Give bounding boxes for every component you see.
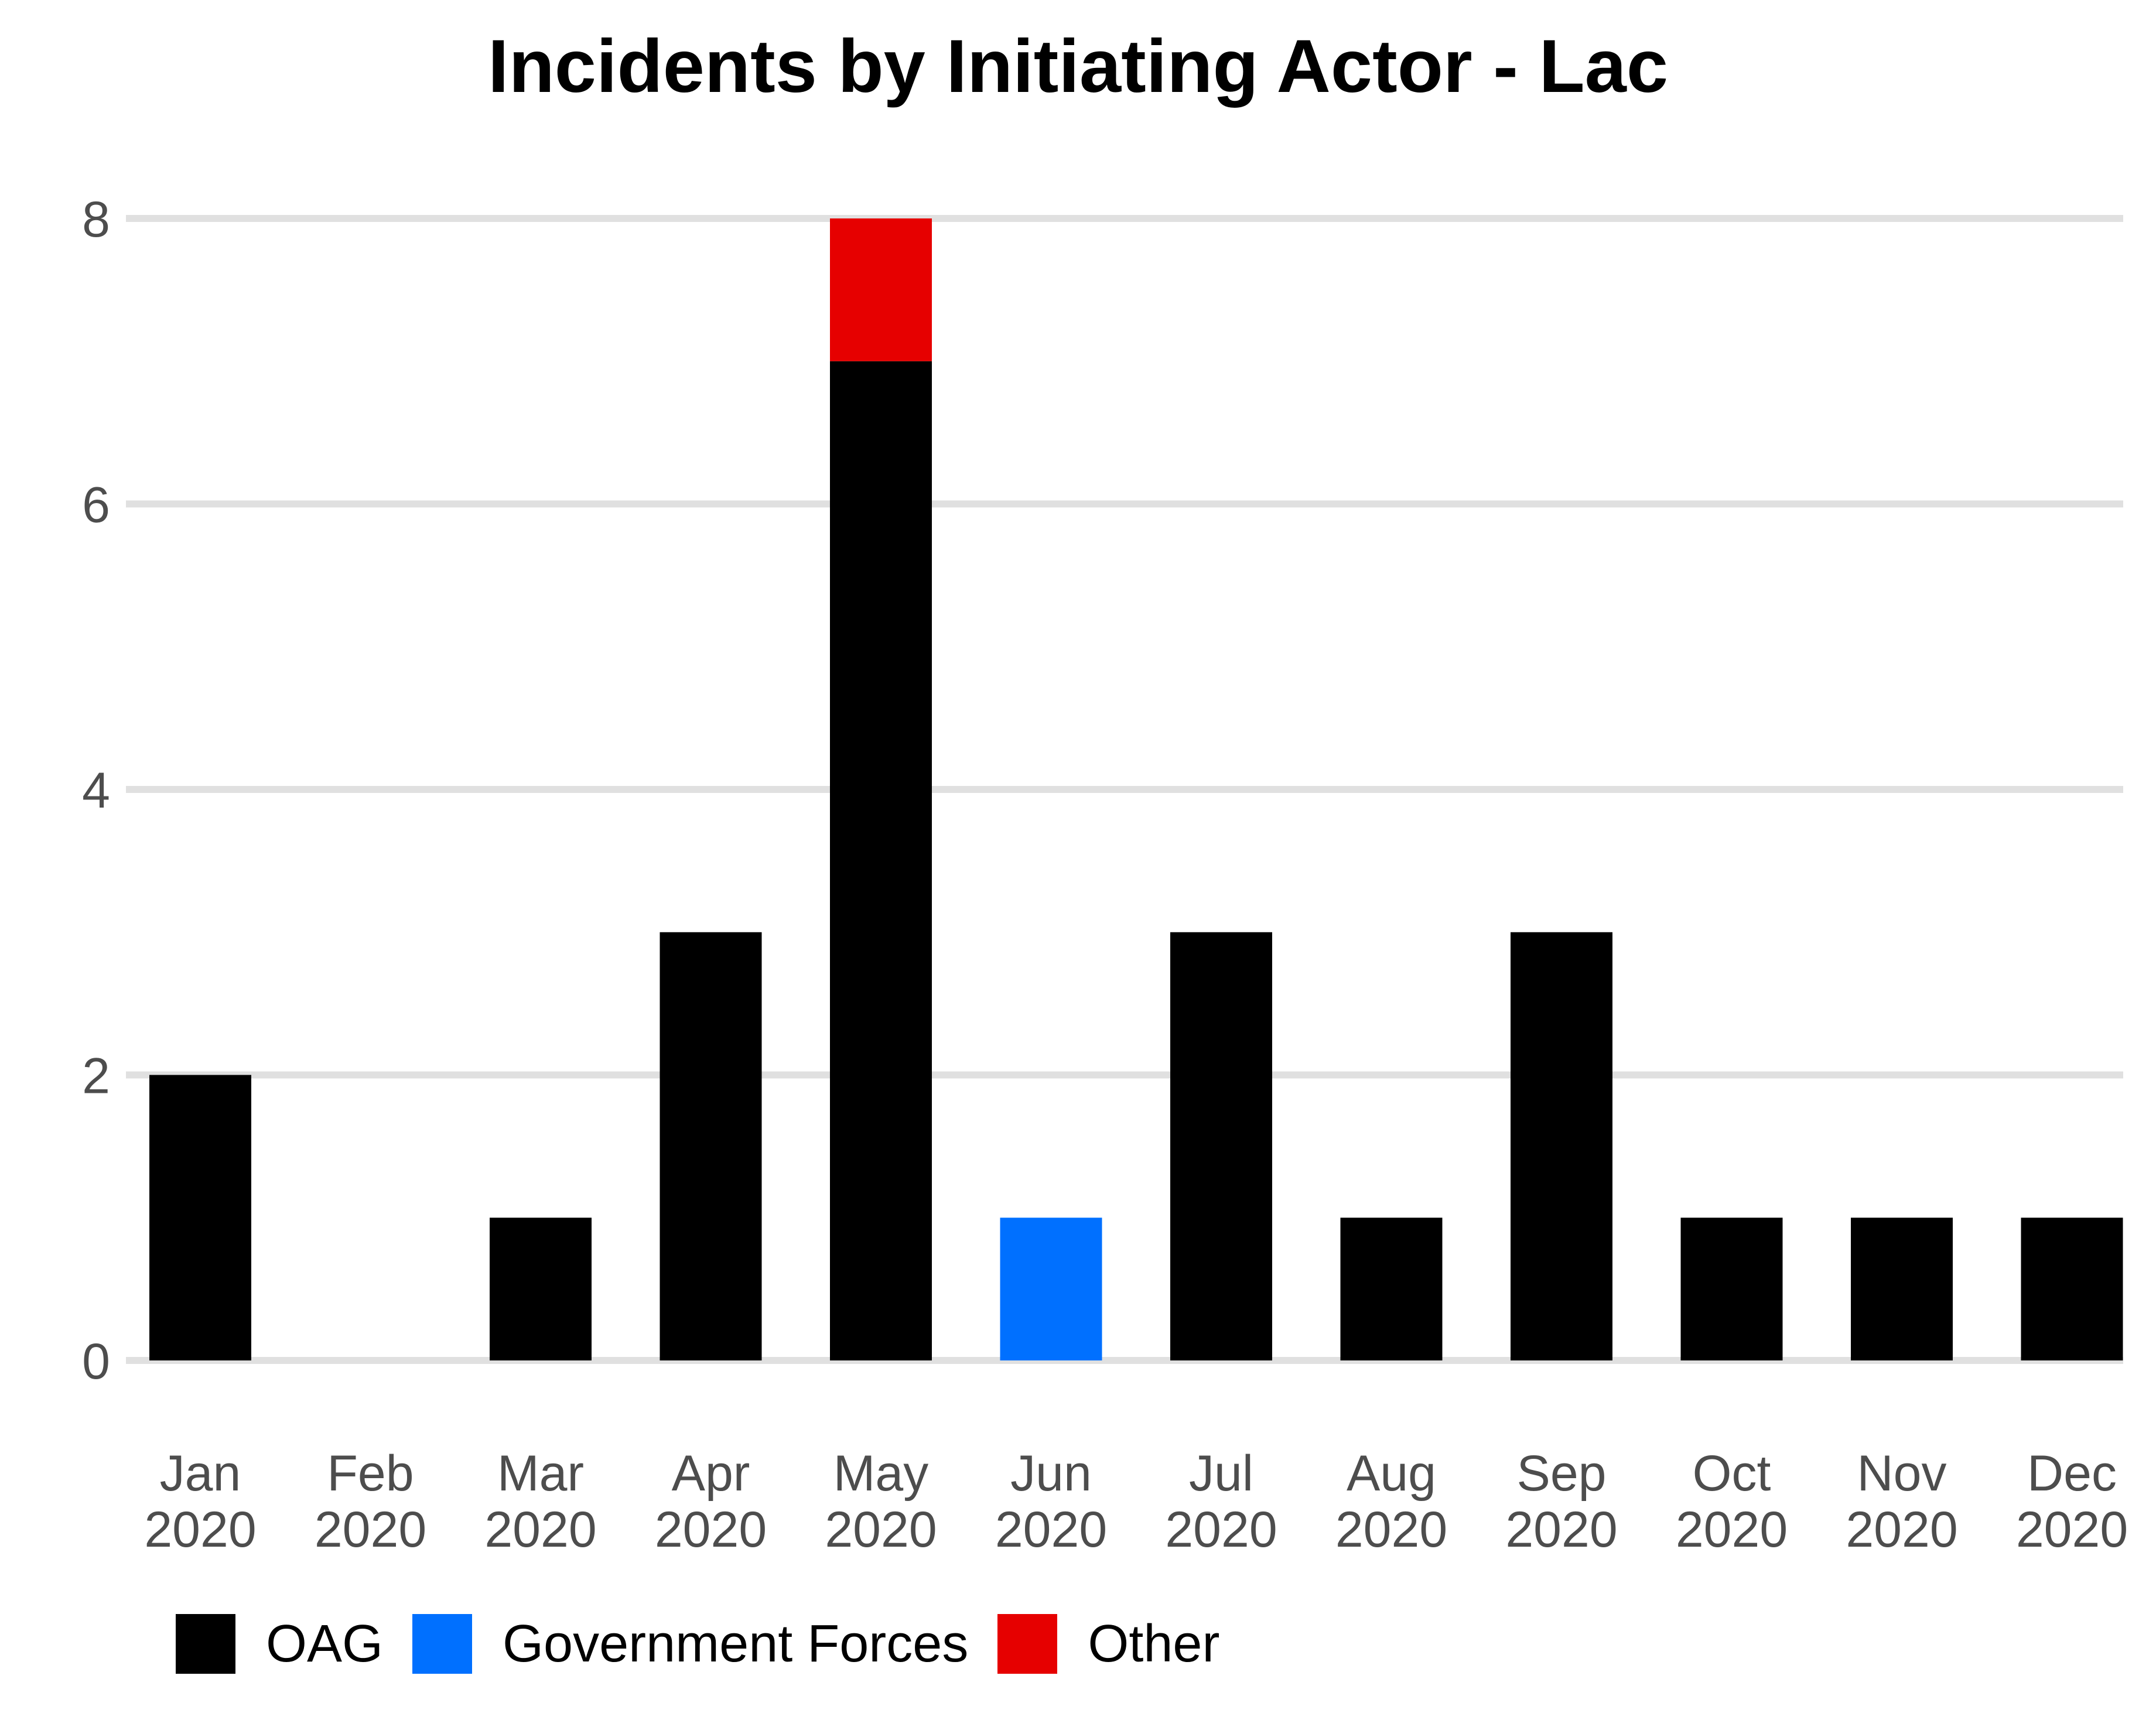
bar-aug-series-0 xyxy=(1340,1218,1443,1360)
bar-jun-series-1 xyxy=(1000,1218,1102,1360)
x-tick-year: 2020 xyxy=(1335,1502,1447,1558)
x-tick-year: 2020 xyxy=(1676,1502,1788,1558)
bar-may-series-2 xyxy=(830,218,932,361)
x-tick-label: Feb 2020 xyxy=(315,1445,426,1558)
bar-dec-series-0 xyxy=(2021,1218,2123,1360)
bar-may-series-0 xyxy=(830,361,932,1360)
legend-label: OAG xyxy=(266,1614,384,1673)
x-tick-month: Oct xyxy=(1693,1445,1771,1502)
x-tick-month: Feb xyxy=(327,1445,414,1502)
legend-item: Government Forces xyxy=(412,1614,968,1674)
x-tick-year: 2020 xyxy=(1846,1502,1957,1558)
bar-mar-series-0 xyxy=(490,1218,592,1360)
x-tick-label: Sep 2020 xyxy=(1505,1445,1617,1558)
x-tick-label: Apr 2020 xyxy=(655,1445,767,1558)
x-tick-year: 2020 xyxy=(995,1502,1107,1558)
legend-item: OAG xyxy=(176,1614,383,1674)
x-tick-year: 2020 xyxy=(484,1502,596,1558)
x-tick-label: Jan 2020 xyxy=(144,1445,256,1558)
x-tick-month: Dec xyxy=(2027,1445,2117,1502)
x-tick-label: Jul 2020 xyxy=(1165,1445,1277,1558)
bar-apr-series-0 xyxy=(660,932,762,1360)
legend: OAG Government Forces Other xyxy=(176,1612,1249,1676)
x-tick-label: Nov 2020 xyxy=(1846,1445,1957,1558)
x-tick-month: Mar xyxy=(497,1445,584,1502)
y-tick-label: 6 xyxy=(82,477,110,534)
x-tick-label: Jun 2020 xyxy=(995,1445,1107,1558)
bars xyxy=(149,218,2123,1360)
x-tick-year: 2020 xyxy=(1505,1502,1617,1558)
x-tick-year: 2020 xyxy=(825,1502,937,1558)
x-tick-month: Jun xyxy=(1010,1445,1092,1502)
y-tick-label: 8 xyxy=(82,192,110,248)
x-tick-year: 2020 xyxy=(144,1502,256,1558)
x-tick-month: Aug xyxy=(1347,1445,1436,1502)
bar-jan-series-0 xyxy=(149,1075,251,1360)
bar-nov-series-0 xyxy=(1851,1218,1953,1360)
x-tick-label: Dec 2020 xyxy=(2016,1445,2128,1558)
bar-sep-series-0 xyxy=(1511,932,1612,1360)
gridlines xyxy=(126,215,2123,1364)
legend-swatch xyxy=(412,1614,473,1674)
x-tick-year: 2020 xyxy=(2016,1502,2128,1558)
x-tick-year: 2020 xyxy=(1165,1502,1277,1558)
legend-swatch xyxy=(176,1614,235,1674)
bar-jul-series-0 xyxy=(1170,932,1272,1360)
chart-title: Incidents by Initiating Actor - Lac xyxy=(488,25,1668,108)
x-tick-label: Oct 2020 xyxy=(1676,1445,1788,1558)
y-tick-label: 0 xyxy=(82,1334,110,1390)
x-tick-year: 2020 xyxy=(655,1502,767,1558)
legend-swatch xyxy=(997,1614,1058,1674)
y-axis-ticks: 0 2 4 6 8 xyxy=(82,192,110,1390)
legend-item: Other xyxy=(997,1614,1219,1674)
x-tick-month: May xyxy=(833,1445,928,1502)
x-tick-label: May 2020 xyxy=(825,1445,937,1558)
legend-label: Other xyxy=(1088,1614,1220,1673)
legend-label: Government Forces xyxy=(503,1614,969,1673)
x-tick-year: 2020 xyxy=(315,1502,426,1558)
x-tick-month: Jul xyxy=(1189,1445,1253,1502)
x-tick-month: Jan xyxy=(160,1445,241,1502)
x-tick-month: Nov xyxy=(1857,1445,1947,1502)
bar-oct-series-0 xyxy=(1680,1218,1783,1360)
x-tick-month: Apr xyxy=(672,1445,750,1502)
x-tick-label: Mar 2020 xyxy=(484,1445,596,1558)
y-tick-label: 4 xyxy=(82,763,110,819)
x-tick-label: Aug 2020 xyxy=(1335,1445,1447,1558)
y-tick-label: 2 xyxy=(82,1048,110,1105)
x-tick-month: Sep xyxy=(1516,1445,1606,1502)
